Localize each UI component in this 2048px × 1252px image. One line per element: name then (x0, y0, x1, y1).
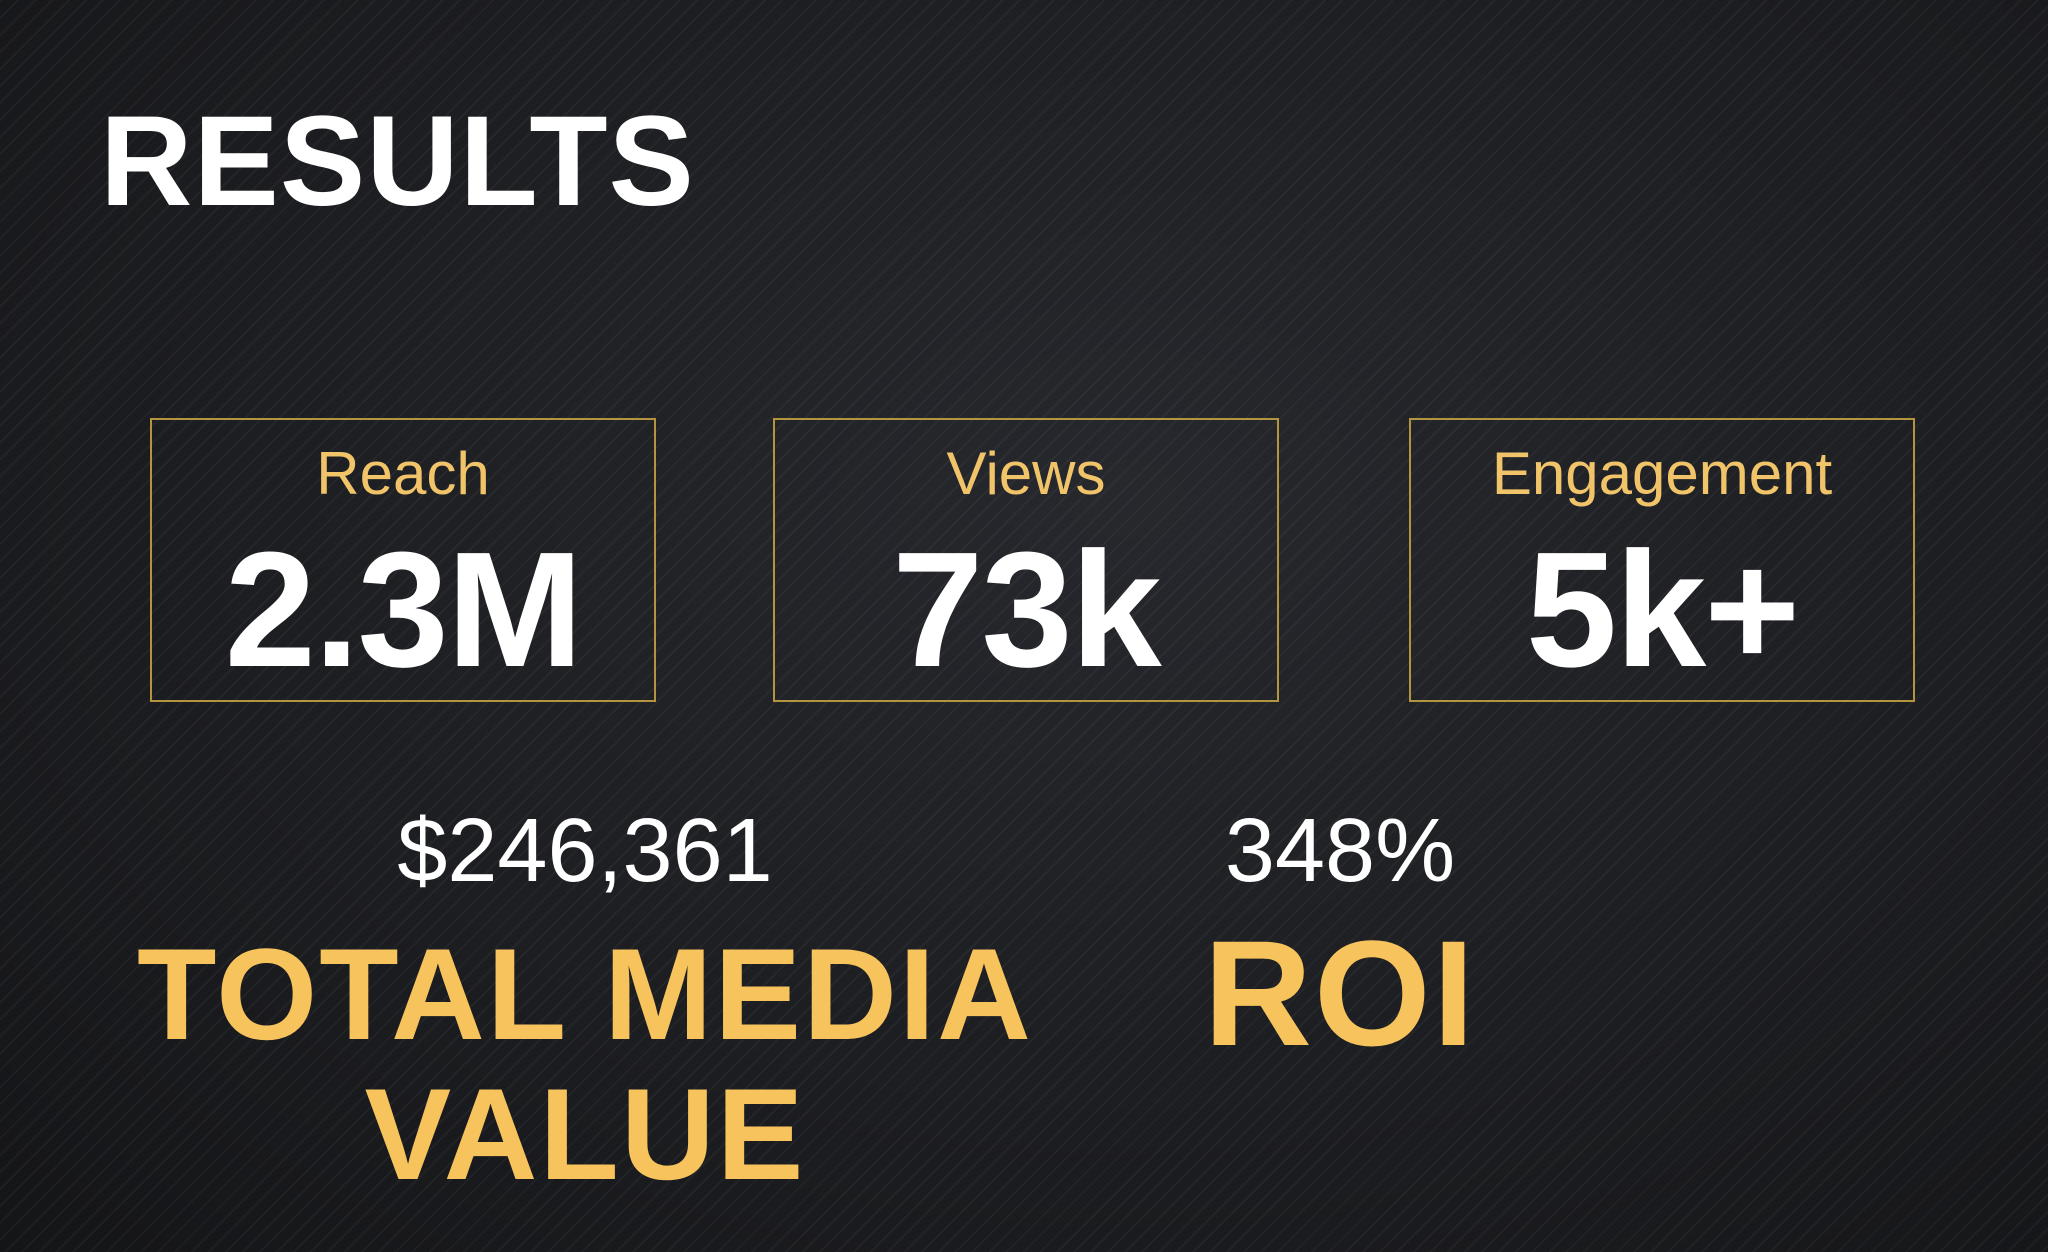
roi-label: ROI (1203, 909, 1477, 1077)
media-value-label: TOTAL MEDIA VALUE (100, 924, 1070, 1205)
reach-value: 2.3M (224, 518, 584, 701)
views-stat-card: Views 73k (773, 418, 1279, 702)
views-label: Views (946, 440, 1106, 507)
roi-block: 348% ROI (1160, 806, 1520, 1074)
views-value: 73k (892, 518, 1162, 701)
engagement-value: 5k+ (1525, 518, 1800, 701)
total-media-value-block: $246,361 TOTAL MEDIA VALUE (100, 806, 1070, 1205)
roi-amount: 348% (1224, 801, 1456, 901)
engagement-label: Engagement (1491, 440, 1833, 507)
reach-stat-card: Reach 2.3M (150, 418, 656, 702)
media-value-label-line1: TOTAL MEDIA (137, 921, 1033, 1067)
engagement-stat-card: Engagement 5k+ (1409, 418, 1915, 702)
slide-title: RESULTS (100, 90, 695, 233)
media-value-label-line2: VALUE (364, 1061, 806, 1208)
media-value-amount: $246,361 (397, 801, 773, 901)
reach-label: Reach (316, 440, 490, 507)
